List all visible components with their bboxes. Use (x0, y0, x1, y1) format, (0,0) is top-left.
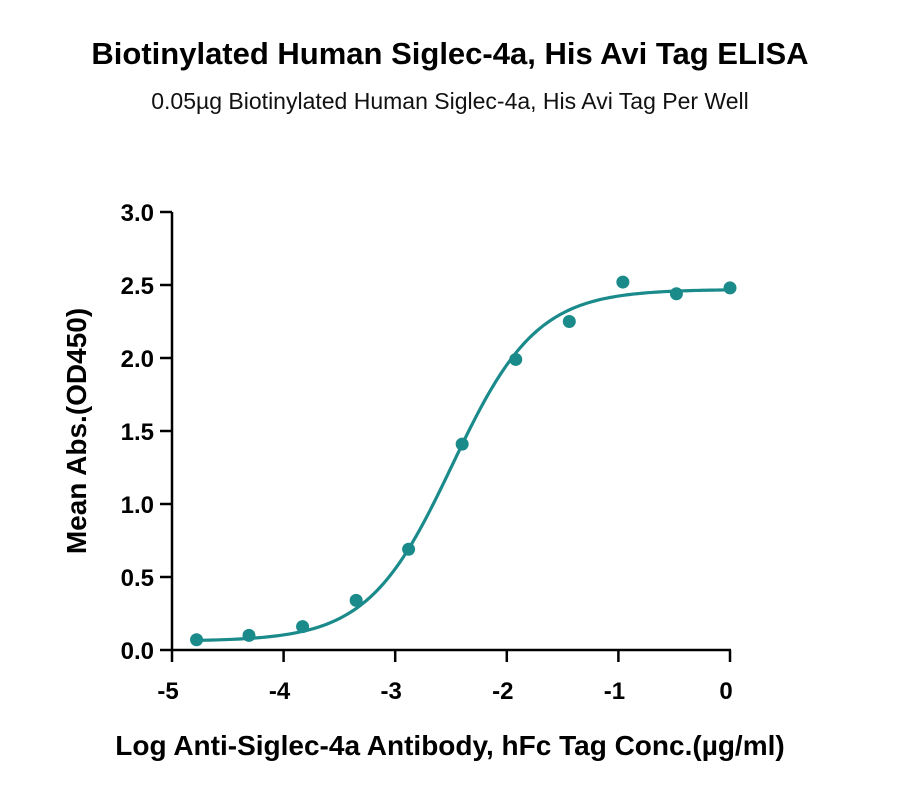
x-tick-label: -2 (492, 678, 513, 705)
x-axis-label: Log Anti-Siglec-4a Antibody, hFc Tag Con… (115, 730, 784, 761)
ticks: -5 -4 -3 -2 -1 0 0.0 0.5 1.0 1.5 2.0 2.5 3.0 (121, 200, 733, 705)
data-point (509, 352, 523, 366)
data-point (455, 437, 469, 451)
chart-subtitle: 0.05µg Biotinylated Human Siglec-4a, His… (151, 88, 749, 114)
x-tick-label: -3 (381, 678, 402, 705)
data-point (296, 620, 310, 634)
data-point (723, 281, 737, 295)
data-point (402, 542, 416, 556)
fit-curve-group (194, 288, 732, 643)
chart-title: Biotinylated Human Siglec-4a, His Avi Ta… (91, 36, 809, 71)
y-tick-label: 2.0 (121, 346, 154, 373)
y-tick-label: 0.0 (121, 638, 154, 665)
data-point (349, 593, 363, 607)
y-tick-label: 1.5 (121, 419, 154, 446)
data-points (190, 275, 737, 647)
data-point (242, 628, 256, 642)
x-tick-label: -4 (269, 678, 291, 705)
y-tick-label: 0.5 (121, 565, 154, 592)
x-tick-label: -5 (157, 678, 178, 705)
axes (170, 212, 731, 652)
y-tick-label: 3.0 (121, 200, 154, 227)
data-point (616, 275, 630, 289)
data-point (562, 315, 576, 328)
y-tick-label: 2.5 (121, 273, 154, 300)
data-point (190, 633, 204, 647)
y-tick-label: 1.0 (121, 492, 154, 519)
y-axis-label: Mean Abs.(OD450) (61, 308, 92, 554)
x-tick-label: -1 (604, 678, 625, 705)
x-tick-label: 0 (719, 678, 732, 705)
fit-curve (194, 288, 732, 643)
data-point (669, 287, 683, 301)
